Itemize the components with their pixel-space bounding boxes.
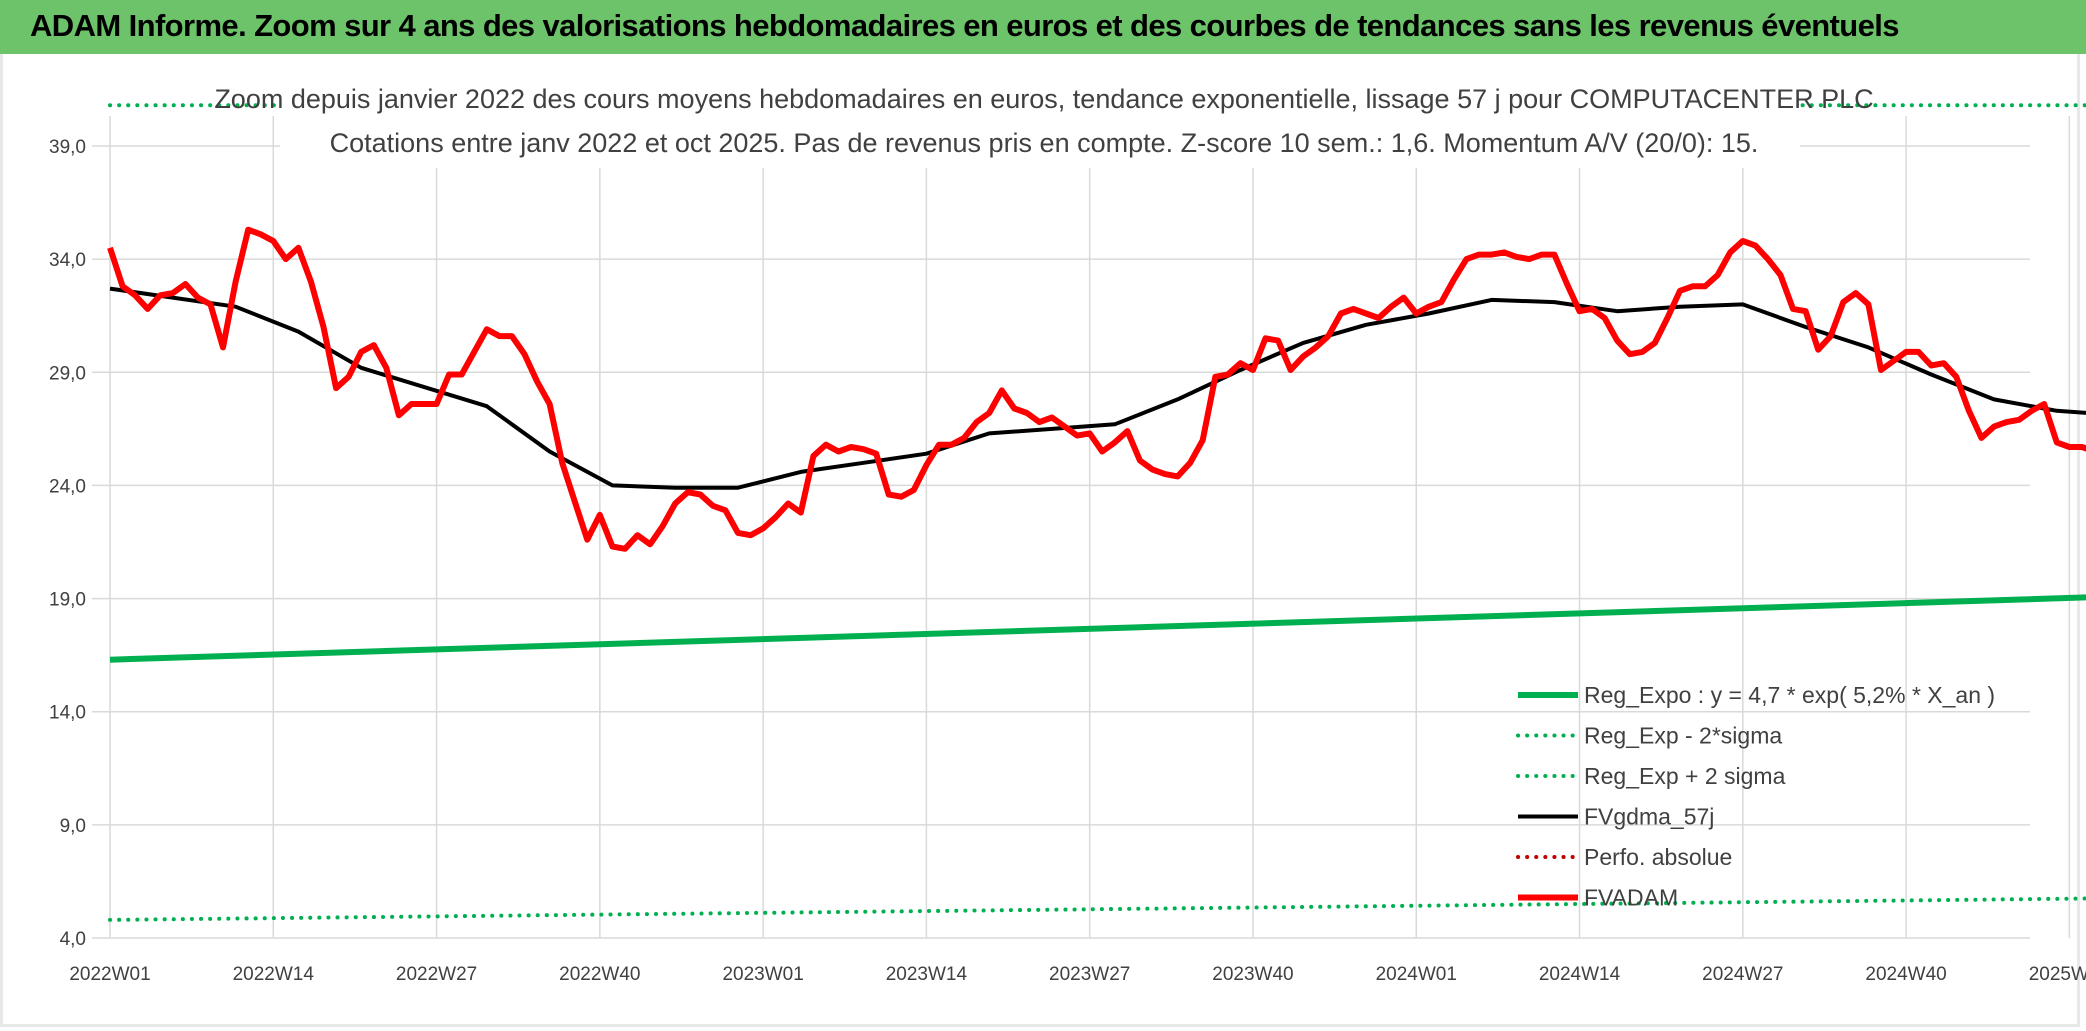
y-tick-label: 34,0 <box>49 250 86 271</box>
legend-label-upper-band: Reg_Exp + 2 sigma <box>1584 763 1786 789</box>
x-tick-label: 2022W27 <box>396 964 477 985</box>
legend-label-moving-average: FVgdma_57j <box>1584 804 1714 830</box>
x-tick-label: 2024W40 <box>1865 964 1946 985</box>
y-tick-label: 29,0 <box>49 363 86 384</box>
fvadam-price-line <box>107 226 2086 552</box>
x-tick-label: 2023W40 <box>1212 964 1293 985</box>
chart-title-background <box>280 76 1800 168</box>
report-banner: ADAM Informe. Zoom sur 4 ans des valoris… <box>0 0 2086 54</box>
chart-grid <box>92 116 2071 939</box>
y-tick-label: 24,0 <box>49 476 86 497</box>
x-tick-label: 2024W14 <box>1539 964 1621 985</box>
x-tick-label: 2022W40 <box>559 964 640 985</box>
legend-label-fvadam: FVADAM <box>1584 885 1678 911</box>
x-tick-label: 2024W01 <box>1376 964 1457 985</box>
chart-title-line-2: Cotations entre janv 2022 et oct 2025. P… <box>330 128 1759 158</box>
x-tick-label: 2023W14 <box>886 964 968 985</box>
chart-title-line-1: Zoom depuis janvier 2022 des cours moyen… <box>214 84 1873 114</box>
chart-series <box>107 103 2086 922</box>
legend-label-regression: Reg_Expo : y = 4,7 * exp( 5,2% * X_an ) <box>1584 682 1995 708</box>
x-tick-label: 2023W27 <box>1049 964 1130 985</box>
y-tick-label: 14,0 <box>49 703 86 724</box>
x-tick-label: 2023W01 <box>722 964 803 985</box>
x-tick-label: 2024W27 <box>1702 964 1783 985</box>
y-tick-label: 9,0 <box>60 816 86 837</box>
legend-label-absolute-performance: Perfo. absolue <box>1584 844 1732 870</box>
moving-average-line <box>109 286 2086 490</box>
chart-frame <box>0 54 2080 1027</box>
chart-axes: 4,0 9,0 14,0 19,0 24,0 29,0 34,0 39,0 2022W01 202… <box>49 137 2086 985</box>
x-tick-label: 2025W01 <box>2029 964 2086 985</box>
regression-line <box>109 594 2086 663</box>
chart-legend: Reg_Expo : y = 4,7 * exp( 5,2% * X_an ) R… <box>1516 682 1995 911</box>
lower-band-line <box>108 896 2086 922</box>
x-tick-label: 2022W01 <box>69 964 150 985</box>
y-tick-label: 39,0 <box>49 137 86 158</box>
legend-label-lower-band: Reg_Exp - 2*sigma <box>1584 723 1782 749</box>
y-tick-label: 4,0 <box>60 929 86 950</box>
x-tick-label: 2022W14 <box>233 964 315 985</box>
y-tick-label: 19,0 <box>49 590 86 611</box>
report-title: ADAM Informe. Zoom sur 4 ans des valoris… <box>30 8 1900 43</box>
